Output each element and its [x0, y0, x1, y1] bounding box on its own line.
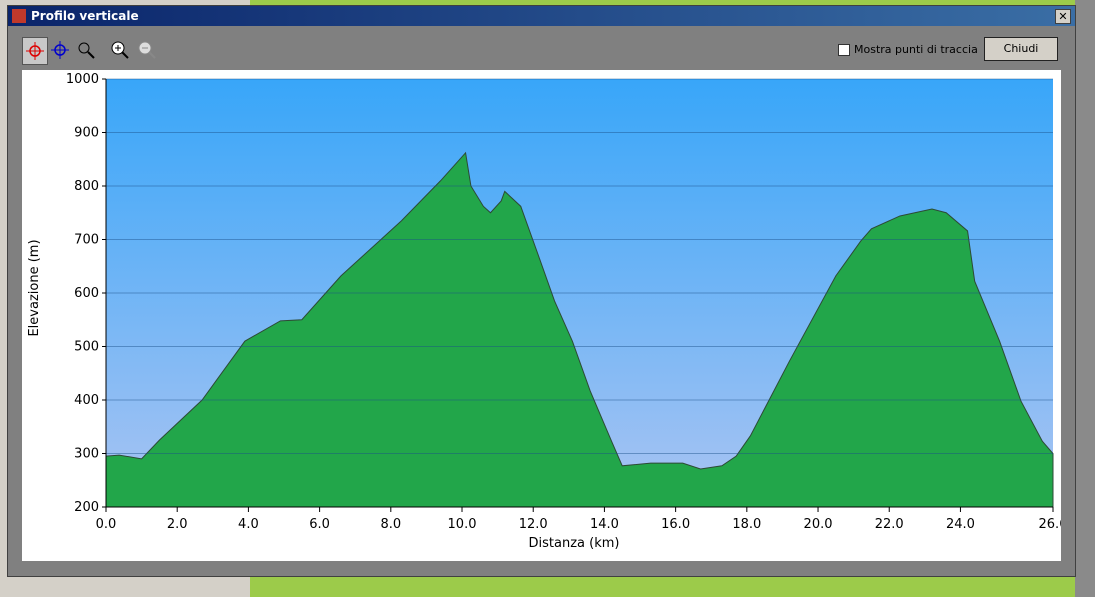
y-tick-label: 600	[74, 286, 99, 301]
tool-cross-blue[interactable]	[48, 37, 72, 63]
title-bar: Profilo verticale ✕	[8, 6, 1075, 26]
y-tick-label: 700	[74, 233, 99, 248]
y-tick-label: 1000	[66, 72, 99, 87]
x-tick-label: 12.0	[519, 517, 548, 532]
close-dialog-button[interactable]: Chiudi	[984, 37, 1058, 61]
icon	[78, 42, 95, 59]
window-title: Profilo verticale	[31, 9, 139, 23]
icon	[111, 41, 129, 59]
x-tick-label: 22.0	[875, 517, 904, 532]
x-tick-label: 0.0	[96, 517, 117, 532]
y-tick-label: 500	[74, 340, 99, 355]
y-tick-label: 900	[74, 126, 99, 141]
background-map	[1075, 0, 1095, 597]
checkbox-label: Mostra punti di traccia	[854, 43, 978, 56]
x-tick-label: 14.0	[590, 517, 619, 532]
chart: Elevazione (m) Distanza (km) 200 300 400 50…	[22, 70, 1061, 561]
y-tick-label: 200	[74, 500, 99, 515]
x-tick-label: 24.0	[946, 517, 975, 532]
y-tick-label: 800	[74, 179, 99, 194]
x-tick-label: 6.0	[309, 517, 330, 532]
x-tick-label: 10.0	[448, 517, 477, 532]
checkbox[interactable]	[838, 44, 850, 56]
tool-cross-red[interactable]	[22, 37, 48, 65]
tool-zoom-in[interactable]	[108, 37, 132, 63]
y-tick-label: 300	[74, 447, 99, 462]
icon	[26, 42, 44, 60]
app-icon	[12, 9, 26, 23]
x-tick-label: 2.0	[167, 517, 188, 532]
close-button[interactable]: ✕	[1055, 9, 1071, 24]
tool-zoom-out[interactable]	[135, 37, 159, 63]
x-tick-label: 8.0	[380, 517, 401, 532]
x-axis-label: Distanza (km)	[529, 536, 620, 551]
y-axis-label: Elevazione (m)	[27, 239, 42, 336]
tool-zoom-area[interactable]	[74, 37, 98, 63]
x-tick-label: 4.0	[238, 517, 259, 532]
x-tick-label: 16.0	[661, 517, 690, 532]
x-tick-label: 26.6	[1039, 517, 1061, 532]
x-tick-label: 20.0	[804, 517, 833, 532]
icon	[138, 41, 156, 59]
elevation-area	[105, 151, 1054, 508]
window: Profilo verticale ✕ Mostra punti di trac…	[7, 5, 1076, 577]
y-tick-label: 400	[74, 393, 99, 408]
icon	[51, 41, 69, 59]
x-tick-label: 18.0	[732, 517, 761, 532]
